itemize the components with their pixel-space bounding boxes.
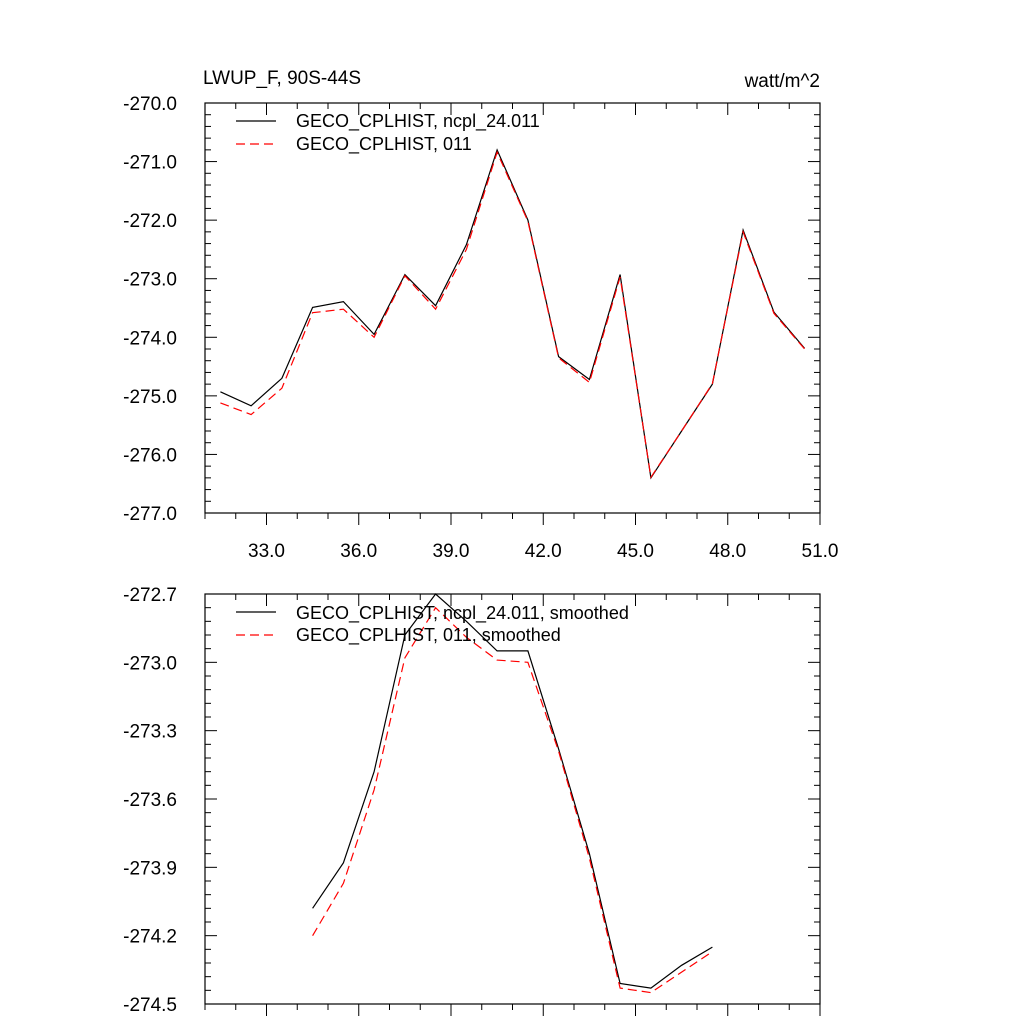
y-tick-label: -274.0 [123, 328, 177, 349]
y-tick-label: -273.6 [123, 790, 177, 811]
y-tick-label: -274.5 [123, 995, 177, 1016]
legend-label-011: GECO_CPLHIST, 011 [296, 134, 472, 155]
x-tick-label: 39.0 [433, 541, 470, 562]
axis-ticks-smoothed: -272.7 -273.0 -273.3 -273.6 -273.9 -274.2 -274… [123, 585, 821, 1016]
bottom-chart-panel: -272.7 -273.0 -273.3 -273.6 -273.9 -274.2 -274… [123, 585, 821, 1016]
legend-label-011-smoothed: GECO_CPLHIST, 011, smoothed [296, 625, 561, 646]
y-tick-label: -273.3 [123, 722, 177, 743]
x-tick-label: 36.0 [340, 541, 377, 562]
chart-title: LWUP_F, 90S-44S [203, 68, 361, 89]
x-tick-label: 33.0 [248, 541, 285, 562]
y-tick-label: -274.2 [123, 927, 177, 948]
units-label: watt/m^2 [744, 71, 820, 92]
y-tick-label: -276.0 [123, 445, 177, 466]
series-line-1 [220, 150, 806, 479]
x-tick-label: 48.0 [709, 541, 746, 562]
y-tick-label: -272.0 [123, 211, 177, 232]
axis-ticks: -270.0 -271.0 -272.0 -273.0 -274.0 -275.0 -276… [123, 94, 838, 562]
y-tick-label: -273.0 [123, 270, 177, 291]
y-tick-label: -271.0 [123, 153, 177, 174]
series-line-1 [312, 606, 713, 994]
legend-smoothed: GECO_CPLHIST, ncpl_24.011, smoothed GECO… [236, 603, 629, 646]
legend: GECO_CPLHIST, ncpl_24.011 GECO_CPLHIST, … [236, 111, 540, 155]
top-chart-panel: LWUP_F, 90S-44S watt/m^2 -270.0-271.0-27… [123, 68, 838, 562]
x-tick-label: 45.0 [617, 541, 654, 562]
x-tick-label: 51.0 [802, 541, 839, 562]
y-tick-label: -275.0 [123, 387, 177, 408]
plot-frame-smoothed [204, 593, 821, 1005]
legend-label-ncpl-smoothed: GECO_CPLHIST, ncpl_24.011, smoothed [296, 603, 629, 624]
y-tick-label: -277.0 [123, 504, 177, 525]
y-tick-label: -272.7 [123, 585, 177, 606]
series-line-0 [312, 593, 713, 989]
series-lines-smoothed [312, 593, 713, 994]
y-tick-label: -270.0 [123, 94, 177, 115]
series-lines [220, 148, 806, 480]
series-line-0 [220, 148, 806, 480]
y-tick-label: -273.9 [123, 858, 177, 879]
legend-label-ncpl: GECO_CPLHIST, ncpl_24.011 [296, 111, 540, 132]
x-tick-label: 42.0 [525, 541, 562, 562]
y-tick-label: -273.0 [123, 653, 177, 674]
